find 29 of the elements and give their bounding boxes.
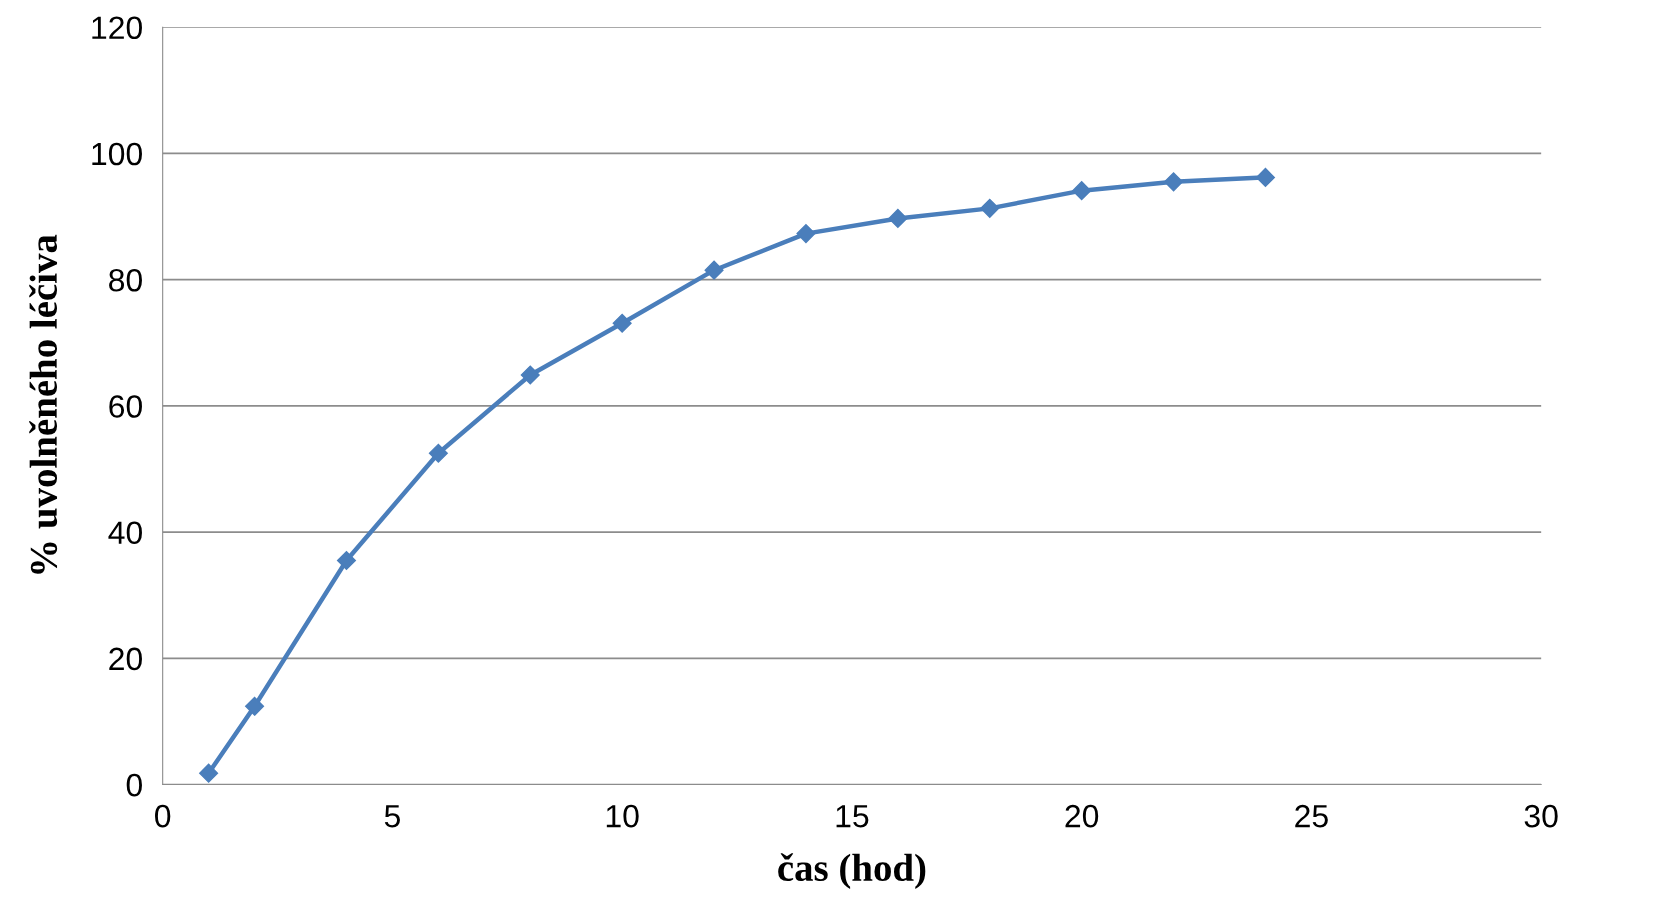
point [199,763,219,783]
y-tick-label: 100 [92,142,142,166]
point [1255,167,1275,187]
point [1072,181,1092,201]
point [1164,172,1184,192]
y-tick-label: 20 [109,647,142,671]
point [980,198,1000,218]
y-tick-label: 80 [109,268,142,292]
x-tick-label: 5 [384,805,400,828]
y-tick-label: 120 [92,16,142,40]
x-tick-label: 30 [1524,804,1558,828]
x-tick-label: 25 [1295,804,1328,828]
x-axis-title: čas (hod) [778,853,926,889]
y-tick-label: 40 [108,521,142,544]
point [796,224,816,244]
point [520,365,540,385]
point [612,313,632,333]
point [336,550,357,571]
x-tick-label: 20 [1065,804,1099,828]
y-tick-label: 0 [126,773,142,797]
point [704,260,724,280]
point [428,443,448,463]
point [888,208,908,228]
y-axis-title: % uvolněného léčiva [29,234,58,574]
x-tick-label: 10 [606,804,639,828]
x-tick-label: 0 [155,804,171,828]
point [245,696,265,716]
x-tick-label: 15 [836,805,869,828]
y-tick-label: 60 [109,395,142,418]
